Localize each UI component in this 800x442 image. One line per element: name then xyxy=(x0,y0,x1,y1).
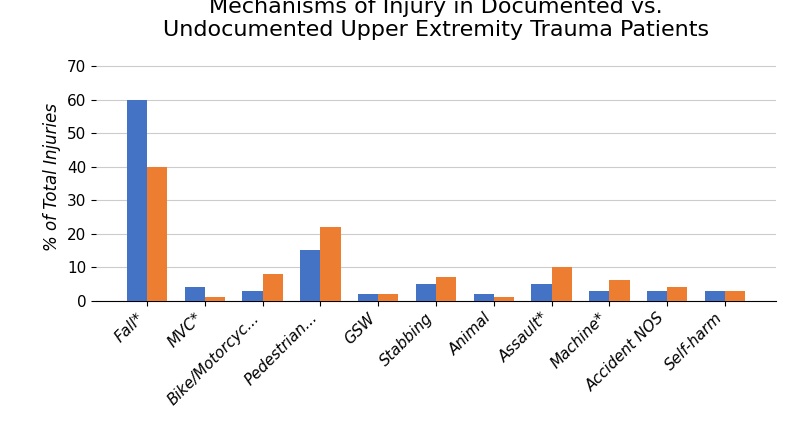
Bar xyxy=(416,284,436,301)
Bar xyxy=(262,274,283,301)
Bar xyxy=(185,287,205,301)
Title: Mechanisms of Injury in Documented vs.
Undocumented Upper Extremity Trauma Patie: Mechanisms of Injury in Documented vs. U… xyxy=(163,0,709,40)
Bar xyxy=(127,100,147,301)
Bar xyxy=(589,290,610,301)
Bar xyxy=(300,250,321,301)
Bar xyxy=(647,290,667,301)
Bar xyxy=(494,297,514,301)
Bar xyxy=(321,227,341,301)
Bar xyxy=(531,284,551,301)
Bar xyxy=(610,281,630,301)
Bar xyxy=(705,290,725,301)
Bar xyxy=(474,294,494,301)
Bar xyxy=(358,294,378,301)
Bar xyxy=(205,297,225,301)
Bar xyxy=(725,290,745,301)
Bar xyxy=(378,294,398,301)
Bar xyxy=(242,290,262,301)
Bar xyxy=(551,267,572,301)
Y-axis label: % of Total Injuries: % of Total Injuries xyxy=(43,103,62,251)
Bar xyxy=(436,277,456,301)
Bar xyxy=(667,287,687,301)
Bar xyxy=(147,167,167,301)
